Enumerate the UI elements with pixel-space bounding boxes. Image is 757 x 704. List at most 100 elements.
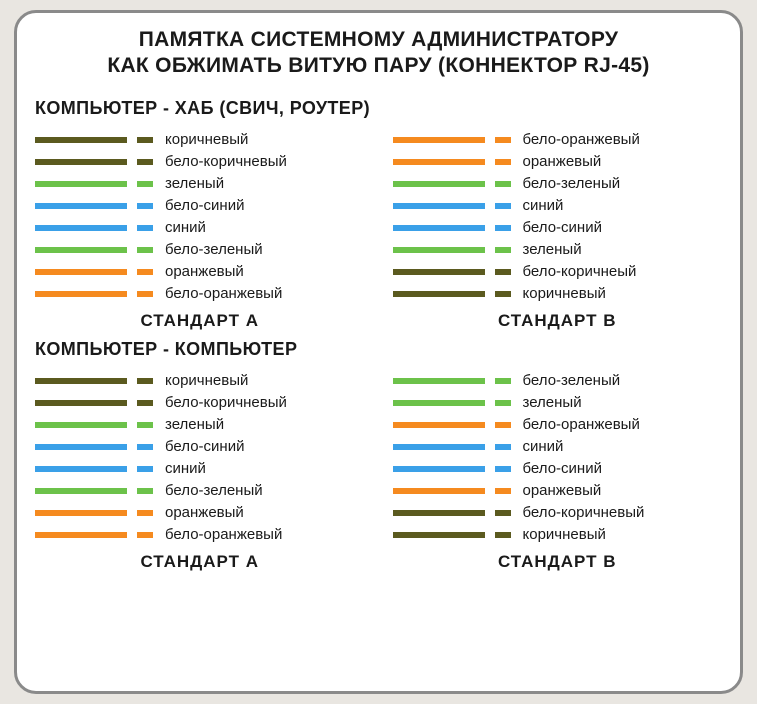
wire-bar-short [137, 488, 153, 494]
wire-bar-short [495, 378, 511, 384]
wire-label: оранжевый [165, 263, 244, 280]
wire-bar-short [495, 137, 511, 143]
wire-bar-long [35, 378, 127, 384]
wire-row: бело-коричневый [393, 502, 723, 524]
wire-bar-long [35, 291, 127, 297]
wire-label: синий [523, 197, 564, 214]
wire-bar-short [495, 444, 511, 450]
wire-bar-short [137, 137, 153, 143]
wire-bar-short [495, 510, 511, 516]
wire-row: бело-зеленый [393, 173, 723, 195]
wire-label: бело-синий [523, 460, 602, 477]
wire-label: коричневый [165, 131, 248, 148]
wire-bar-short [137, 444, 153, 450]
wire-bar-short [137, 247, 153, 253]
wire-label: бело-синий [165, 438, 244, 455]
wire-bar-long [35, 159, 127, 165]
wire-label: бело-зеленый [523, 175, 621, 192]
column-1: бело-оранжевый оранжевый бело-зеленый синий… [393, 129, 723, 331]
wire-bar-long [393, 510, 485, 516]
wire-bar-short [495, 400, 511, 406]
wire-label: синий [165, 219, 206, 236]
wire-row: бело-оранжевый [393, 414, 723, 436]
wire-bar-short [137, 378, 153, 384]
wire-bar-long [393, 159, 485, 165]
wire-label: оранжевый [523, 482, 602, 499]
wire-bar-long [35, 225, 127, 231]
wire-bar-long [393, 247, 485, 253]
wire-row: зеленый [393, 239, 723, 261]
wire-row: коричневый [393, 524, 723, 546]
section-0: КОМПЬЮТЕР - ХАБ (СВИЧ, РОУТЕР) коричневый… [35, 98, 722, 331]
wire-row: синий [393, 436, 723, 458]
wire-bar-long [35, 532, 127, 538]
section-title: КОМПЬЮТЕР - ХАБ (СВИЧ, РОУТЕР) [35, 98, 722, 119]
wire-bar-short [137, 225, 153, 231]
wire-bar-short [495, 225, 511, 231]
wire-label: оранжевый [165, 504, 244, 521]
wire-label: бело-коричневый [165, 153, 287, 170]
wire-bar-long [393, 466, 485, 472]
columns: коричневыйбело-коричневыйзеленыйбело-син… [35, 370, 722, 572]
wire-label: синий [165, 460, 206, 477]
wire-bar-short [137, 203, 153, 209]
wire-bar-short [495, 291, 511, 297]
wire-bar-long [393, 400, 485, 406]
wire-bar-long [393, 137, 485, 143]
title-line-1: ПАМЯТКА СИСТЕМНОМУ АДМИНИСТРАТОРУ [35, 27, 722, 53]
wire-bar-short [495, 466, 511, 472]
wire-bar-short [137, 400, 153, 406]
wire-bar-long [35, 400, 127, 406]
column-0: коричневыйбело-коричневыйзеленыйбело-син… [35, 370, 365, 572]
wire-bar-long [393, 181, 485, 187]
wire-row: бело-оранжевый [35, 283, 365, 305]
wire-label: бело-оранжевый [165, 285, 282, 302]
wire-label: зеленый [523, 241, 582, 258]
wire-label: оранжевый [523, 153, 602, 170]
wire-bar-long [393, 378, 485, 384]
wire-row: оранжевый [35, 261, 365, 283]
wire-row: зеленый [393, 392, 723, 414]
wire-bar-short [137, 532, 153, 538]
wire-label: бело-оранжевый [523, 416, 640, 433]
wire-bar-short [137, 510, 153, 516]
wire-row: зеленый [35, 173, 365, 195]
wire-label: бело-зеленый [165, 241, 263, 258]
wire-bar-short [495, 532, 511, 538]
wire-bar-short [137, 291, 153, 297]
wire-row: бело-оранжевый [35, 524, 365, 546]
wire-row: оранжевый [35, 502, 365, 524]
wire-bar-long [35, 510, 127, 516]
wire-label: бело-синий [523, 219, 602, 236]
wire-bar-short [495, 203, 511, 209]
wire-row: синий [393, 195, 723, 217]
wire-row: оранжевый [393, 151, 723, 173]
wire-row: бело-зеленый [393, 370, 723, 392]
wire-label: бело-оранжевый [165, 526, 282, 543]
wire-row: бело-зеленый [35, 239, 365, 261]
wire-label: бело-коричневый [165, 394, 287, 411]
wire-row: бело-синий [393, 217, 723, 239]
wire-label: бело-зеленый [165, 482, 263, 499]
wire-row: зеленый [35, 414, 365, 436]
standard-label: СТАНДАРТ А [35, 552, 365, 572]
wire-label: бело-синий [165, 197, 244, 214]
wire-label: бело-коричнеый [523, 263, 637, 280]
wire-bar-long [35, 444, 127, 450]
wire-label: бело-оранжевый [523, 131, 640, 148]
wire-bar-short [495, 422, 511, 428]
wire-bar-short [495, 269, 511, 275]
wire-row: оранжевый [393, 480, 723, 502]
wire-bar-long [35, 181, 127, 187]
wire-bar-long [393, 291, 485, 297]
standard-label: СТАНДАРТ В [393, 311, 723, 331]
main-title: ПАМЯТКА СИСТЕМНОМУ АДМИНИСТРАТОРУ КАК ОБ… [35, 27, 722, 80]
section-1: КОМПЬЮТЕР - КОМПЬЮТЕРкоричневыйбело-кори… [35, 339, 722, 572]
sections-container: КОМПЬЮТЕР - ХАБ (СВИЧ, РОУТЕР) коричневый… [35, 98, 722, 572]
wire-bar-long [35, 203, 127, 209]
wire-label: коричневый [523, 285, 606, 302]
wire-bar-long [393, 203, 485, 209]
wire-bar-long [35, 422, 127, 428]
wire-row: бело-коричнеый [393, 261, 723, 283]
wire-bar-long [35, 269, 127, 275]
